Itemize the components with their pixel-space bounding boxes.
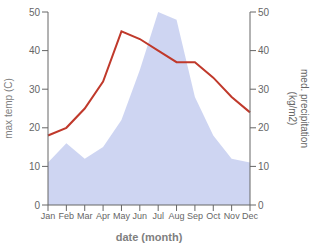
- svg-text:Jun: Jun: [133, 211, 148, 221]
- svg-text:Nov: Nov: [224, 211, 241, 221]
- svg-text:Jan: Jan: [41, 211, 56, 221]
- svg-text:10: 10: [29, 161, 41, 172]
- svg-text:20: 20: [258, 122, 270, 133]
- svg-text:0: 0: [258, 200, 264, 211]
- svg-text:date (month): date (month): [116, 231, 183, 243]
- svg-text:10: 10: [258, 161, 270, 172]
- svg-text:20: 20: [29, 122, 41, 133]
- svg-text:30: 30: [29, 84, 41, 95]
- svg-text:0: 0: [34, 200, 40, 211]
- svg-text:Apr: Apr: [96, 211, 110, 221]
- svg-text:Mar: Mar: [77, 211, 93, 221]
- svg-text:Feb: Feb: [59, 211, 75, 221]
- svg-text:Jul: Jul: [152, 211, 164, 221]
- svg-text:Oct: Oct: [206, 211, 221, 221]
- svg-text:40: 40: [258, 45, 270, 56]
- svg-text:max temp (C): max temp (C): [8, 78, 14, 139]
- svg-text:Dec: Dec: [242, 211, 259, 221]
- svg-text:Sep: Sep: [187, 211, 203, 221]
- svg-text:50: 50: [258, 7, 270, 18]
- svg-text:May: May: [113, 211, 131, 221]
- svg-text:30: 30: [258, 84, 270, 95]
- svg-text:Aug: Aug: [169, 211, 185, 221]
- svg-text:40: 40: [29, 45, 41, 56]
- svg-text:50: 50: [29, 7, 41, 18]
- svg-text:med. precipitation(kg/m2): med. precipitation(kg/m2): [287, 69, 310, 148]
